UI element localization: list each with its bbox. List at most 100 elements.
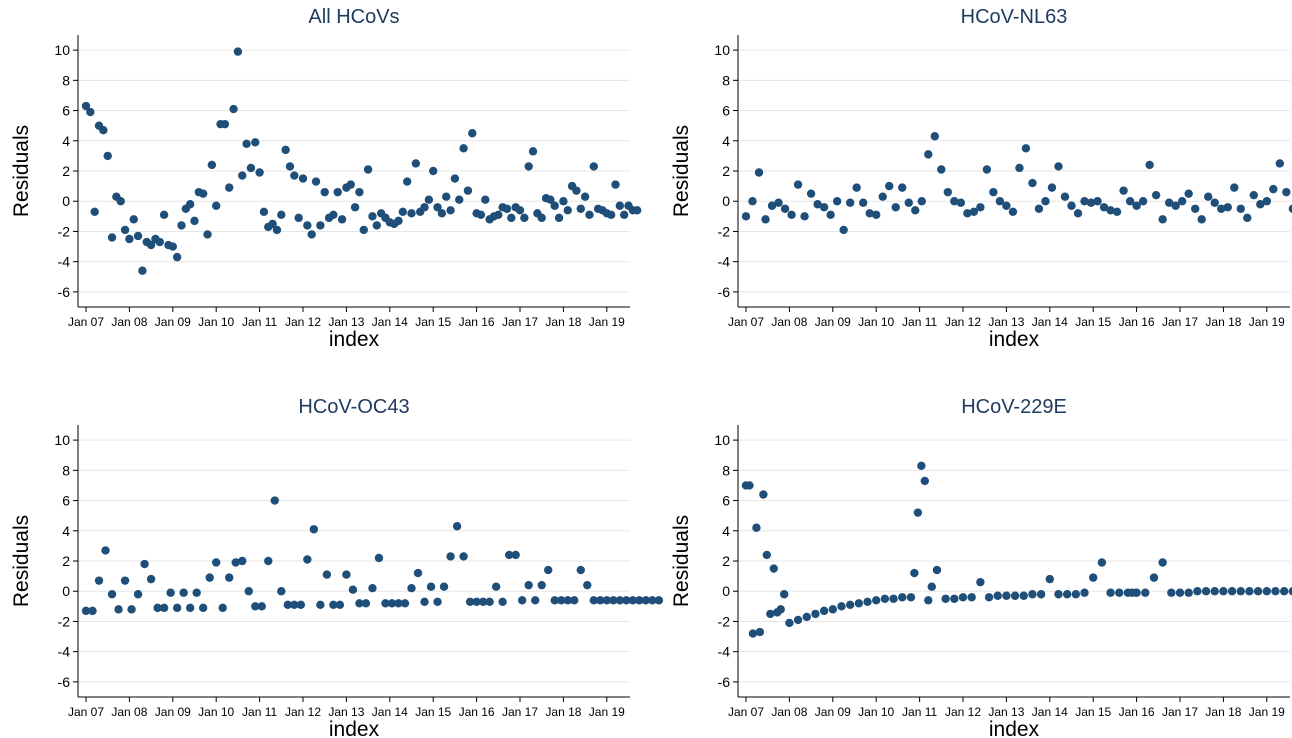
data-point — [329, 600, 338, 610]
x-tick-label: Jan 12 — [945, 315, 981, 329]
data-point — [498, 597, 507, 606]
data-point — [439, 582, 449, 591]
data-point — [185, 200, 195, 209]
x-tick-label: Jan 14 — [1032, 705, 1068, 719]
data-point — [819, 606, 829, 616]
data-point — [1141, 588, 1150, 597]
y-tick-label: -4 — [718, 254, 731, 270]
x-tick-label: Jan 17 — [1162, 315, 1198, 329]
x-tick-label: Jan 09 — [815, 705, 851, 719]
data-point — [917, 461, 926, 470]
data-point — [420, 203, 429, 212]
data-point — [958, 593, 968, 602]
data-point — [120, 225, 130, 235]
data-point — [229, 104, 238, 114]
data-point — [941, 594, 950, 603]
data-point — [442, 192, 451, 201]
data-point — [872, 210, 881, 220]
data-point — [1149, 573, 1159, 582]
data-point — [766, 609, 775, 619]
data-point — [420, 597, 429, 606]
data-point — [159, 603, 169, 613]
y-tick-label: -2 — [718, 613, 731, 629]
data-point — [129, 215, 138, 224]
data-point — [878, 192, 887, 201]
data-point — [906, 593, 916, 602]
data-point — [524, 580, 533, 590]
data-point — [285, 162, 295, 171]
x-axis-label: index — [989, 328, 1040, 351]
data-point — [465, 597, 475, 606]
data-point — [86, 107, 95, 117]
data-point — [298, 174, 308, 183]
data-point — [1019, 591, 1028, 600]
data-point — [1093, 197, 1102, 206]
data-point — [517, 596, 527, 605]
y-tick-label: 6 — [62, 493, 70, 509]
data-point — [1164, 198, 1174, 207]
data-point — [481, 195, 490, 204]
y-axis-label: Residuals — [10, 515, 33, 607]
panel-3: -6 -4 -2 0 2 4 6 8 10 Jan 07 Jan 08 Jan 09 Jan 10 Jan… — [670, 396, 1292, 738]
data-point — [969, 207, 979, 216]
data-point — [355, 599, 364, 608]
data-point — [1145, 160, 1154, 170]
data-point — [491, 582, 501, 591]
data-point — [1210, 198, 1219, 207]
data-point — [1197, 215, 1206, 224]
y-tick-label: -2 — [58, 223, 71, 239]
data-point — [1125, 197, 1135, 206]
x-tick-label: Jan 17 — [502, 315, 538, 329]
data-point — [982, 165, 992, 174]
data-point — [1071, 590, 1081, 599]
data-point — [976, 577, 985, 587]
y-tick-label: 10 — [54, 432, 70, 448]
data-point — [898, 183, 907, 192]
data-point — [155, 237, 164, 247]
data-point — [1106, 206, 1115, 215]
data-point — [932, 565, 942, 575]
data-point — [220, 119, 230, 129]
data-point — [192, 588, 201, 597]
y-tick-label: 0 — [722, 193, 730, 209]
data-point — [394, 599, 403, 608]
data-point — [264, 556, 273, 566]
y-tick-label: 6 — [722, 103, 730, 119]
data-point — [993, 591, 1002, 600]
y-tick-label: -4 — [58, 254, 71, 270]
y-tick-label: -6 — [718, 674, 731, 690]
y-tick-label: -6 — [58, 284, 71, 300]
x-tick-label: Jan 08 — [111, 315, 147, 329]
data-point — [166, 588, 175, 597]
x-tick-label: Jan 07 — [728, 315, 764, 329]
data-point — [572, 186, 581, 195]
data-point — [309, 525, 319, 534]
data-point — [485, 597, 494, 606]
x-tick-label: Jan 16 — [459, 705, 495, 719]
data-point — [580, 192, 590, 201]
data-point — [368, 584, 377, 593]
data-point — [570, 596, 579, 605]
data-point — [995, 197, 1005, 206]
data-point — [819, 203, 829, 212]
data-point — [212, 558, 221, 567]
x-tick-label: Jan 07 — [728, 705, 764, 719]
data-point — [654, 596, 664, 605]
data-point — [989, 187, 998, 197]
y-tick-label: 10 — [714, 432, 730, 448]
data-point — [583, 580, 592, 590]
data-point — [780, 204, 790, 213]
x-tick-label: Jan 18 — [545, 705, 581, 719]
y-tick-label: 8 — [62, 72, 70, 88]
data-point — [800, 212, 809, 221]
x-tick-label: Jan 19 — [1249, 705, 1285, 719]
data-point — [1217, 204, 1226, 213]
data-point — [411, 159, 421, 168]
y-tick-label: 6 — [62, 103, 70, 119]
data-point — [563, 596, 572, 605]
data-point — [920, 476, 930, 486]
data-point — [530, 596, 540, 605]
data-point — [793, 615, 803, 625]
data-point — [963, 209, 972, 218]
